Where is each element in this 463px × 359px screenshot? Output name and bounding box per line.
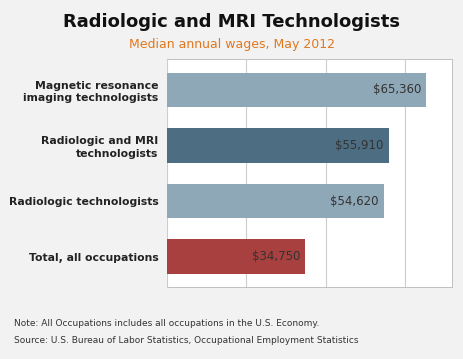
Text: $34,750: $34,750: [251, 250, 300, 263]
Text: Note: All Occupations includes all occupations in the U.S. Economy.: Note: All Occupations includes all occup…: [14, 320, 319, 328]
Text: Source: U.S. Bureau of Labor Statistics, Occupational Employment Statistics: Source: U.S. Bureau of Labor Statistics,…: [14, 336, 357, 345]
Bar: [167, 184, 383, 218]
Text: $65,360: $65,360: [372, 83, 420, 96]
Text: Radiologic and MRI Technologists: Radiologic and MRI Technologists: [63, 13, 400, 31]
Bar: [167, 239, 304, 274]
Bar: [167, 128, 388, 163]
Text: $54,620: $54,620: [330, 195, 378, 208]
Text: Median annual wages, May 2012: Median annual wages, May 2012: [129, 38, 334, 51]
Text: $55,910: $55,910: [335, 139, 383, 152]
Bar: [167, 73, 425, 107]
